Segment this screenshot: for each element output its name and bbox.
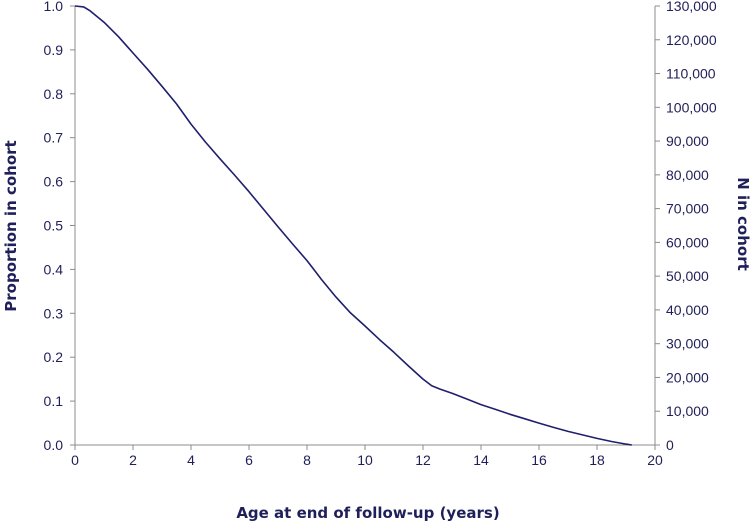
y2-tick-label: 0 — [666, 437, 674, 453]
y2-tick-label: 60,000 — [666, 234, 709, 250]
y-axis-ticks: 0.0 0.1 0.2 0.3 0.4 0.5 0.6 0.7 0.8 0.9 1.0 — [44, 0, 75, 453]
x-tick-label: 14 — [473, 452, 489, 468]
y2-tick-label: 90,000 — [666, 133, 709, 149]
y2-tick-label: 80,000 — [666, 167, 709, 183]
y-axis-title: Proportion in cohort — [2, 140, 20, 311]
plot-area — [74, 5, 656, 446]
x-tick-label: 16 — [531, 452, 547, 468]
y2-tick-label: 120,000 — [666, 32, 717, 48]
series-line — [74, 5, 632, 446]
y2-tick-label: 10,000 — [666, 403, 709, 419]
x-tick-label: 10 — [357, 452, 373, 468]
y-tick-label: 0.5 — [44, 218, 64, 234]
y2-tick-label: 40,000 — [666, 302, 709, 318]
x-tick-label: 2 — [129, 452, 137, 468]
x-tick-label: 12 — [415, 452, 431, 468]
x-tick-label: 0 — [71, 452, 79, 468]
y-tick-label: 0.3 — [44, 305, 64, 321]
y2-tick-label: 130,000 — [666, 0, 717, 14]
y2-tick-label: 70,000 — [666, 201, 709, 217]
y2-tick-label: 30,000 — [666, 336, 709, 352]
y-tick-label: 0.4 — [44, 261, 64, 277]
y-tick-label: 0.9 — [44, 42, 64, 58]
y2-tick-label: 20,000 — [666, 369, 709, 385]
x-tick-label: 8 — [303, 452, 311, 468]
y-tick-label: 0.7 — [44, 130, 64, 146]
y2-tick-label: 50,000 — [666, 268, 709, 284]
x-tick-label: 18 — [589, 452, 605, 468]
x-tick-label: 20 — [647, 452, 663, 468]
y-tick-label: 0.0 — [44, 437, 64, 453]
y-tick-label: 0.1 — [44, 393, 64, 409]
x-tick-label: 6 — [245, 452, 253, 468]
y2-axis-ticks: 0 10,000 20,000 30,000 40,000 50,000 60,000 70,… — [655, 0, 717, 453]
y-tick-label: 0.6 — [44, 174, 64, 190]
x-axis-title: Age at end of follow-up (years) — [236, 504, 499, 522]
y-tick-label: 0.8 — [44, 86, 64, 102]
y2-tick-label: 100,000 — [666, 99, 717, 115]
x-axis-ticks: 0 2 4 6 8 10 12 14 16 18 20 — [71, 445, 663, 468]
x-tick-label: 4 — [187, 452, 195, 468]
y2-tick-label: 110,000 — [666, 66, 716, 82]
y2-axis-title: N in cohort — [734, 177, 752, 271]
y-tick-label: 0.2 — [44, 349, 64, 365]
y-tick-label: 1.0 — [44, 0, 64, 14]
